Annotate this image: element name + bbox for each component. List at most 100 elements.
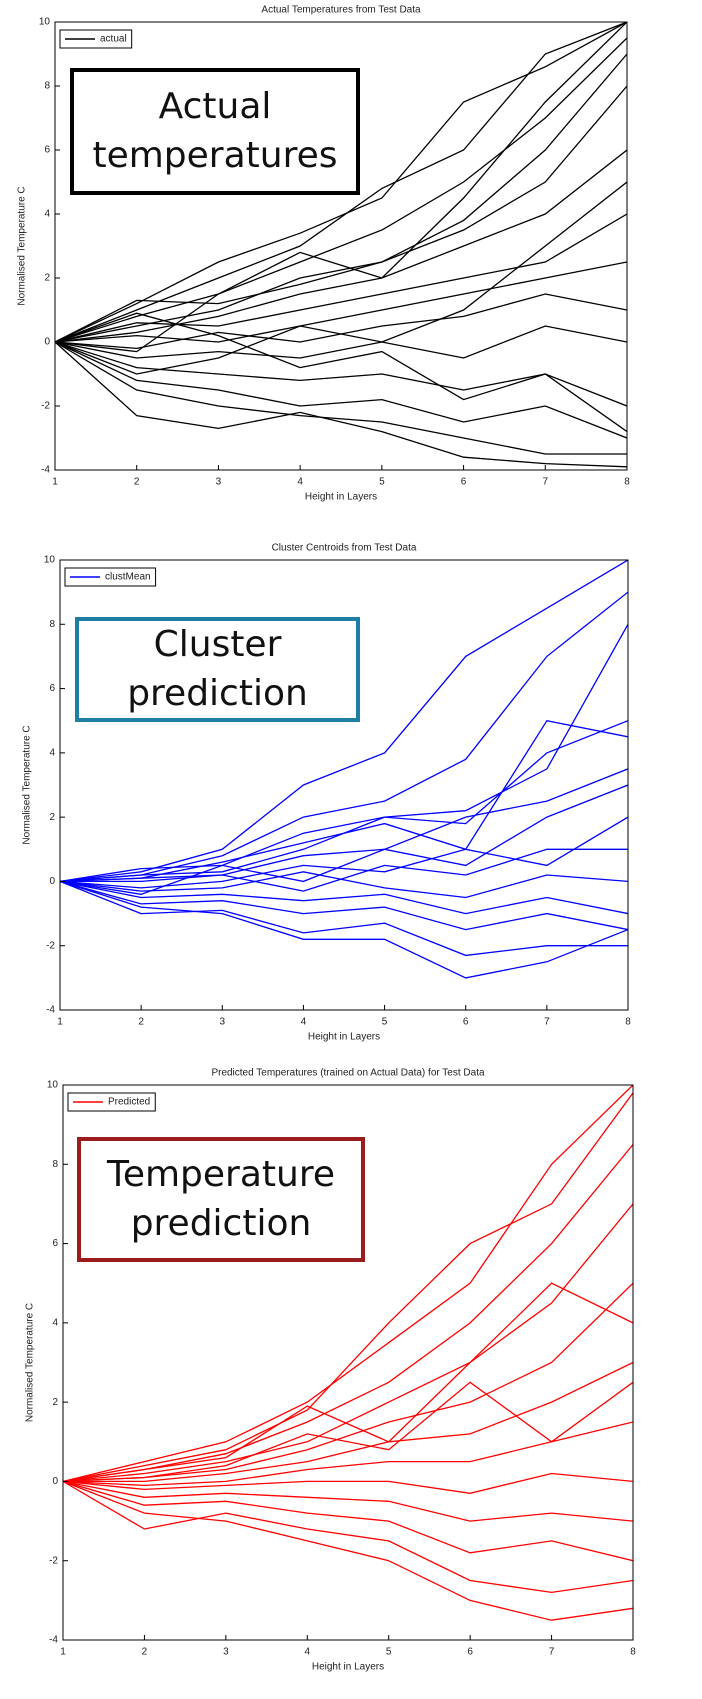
annotation: Temperature prediction	[77, 1137, 365, 1262]
y-tick-label: 6	[52, 1238, 58, 1249]
plot-frame	[59, 559, 629, 1011]
y-tick-label: -2	[41, 401, 50, 412]
x-tick-label: 4	[301, 1017, 307, 1028]
x-tick-label: 7	[544, 1017, 550, 1028]
data-line	[60, 880, 628, 979]
y-tick-label: 10	[44, 555, 56, 566]
y-tick-label: -2	[49, 1555, 58, 1566]
data-line	[60, 880, 628, 915]
legend-box	[59, 29, 133, 49]
y-tick-label: 10	[47, 1080, 59, 1091]
legend: clustMean	[64, 567, 157, 587]
y-tick-label: -4	[41, 465, 50, 476]
x-axis-label: Height in Layers	[312, 1662, 384, 1673]
y-tick-label: 6	[49, 683, 55, 694]
data-line	[63, 1092, 633, 1483]
data-line	[55, 181, 627, 375]
y-tick-label: -2	[46, 940, 55, 951]
data-line	[63, 1203, 633, 1483]
x-tick-label: 7	[543, 477, 549, 488]
x-tick-label: 4	[297, 477, 303, 488]
y-tick-label: 10	[39, 17, 51, 28]
y-tick-label: 4	[52, 1317, 58, 1328]
data-line	[55, 325, 627, 359]
x-tick-label: 8	[625, 1017, 631, 1028]
chart-title: Cluster Centroids from Test Data	[272, 543, 417, 554]
data-line	[63, 1361, 633, 1483]
y-axis-label: Normalised Temperature C	[25, 1303, 36, 1422]
x-tick-label: 5	[379, 477, 385, 488]
y-tick-label: 8	[49, 619, 55, 630]
plot-lines	[60, 560, 628, 979]
data-line	[55, 341, 627, 468]
x-tick-label: 2	[138, 1017, 144, 1028]
y-tick-label: 2	[49, 812, 55, 823]
data-line	[55, 312, 627, 433]
legend-label: actual	[100, 34, 127, 45]
data-line	[55, 341, 627, 407]
data-line	[60, 871, 628, 899]
data-line	[55, 22, 627, 353]
y-tick-label: 0	[52, 1476, 58, 1487]
data-line	[60, 816, 628, 889]
data-line	[63, 1480, 633, 1562]
data-line	[60, 591, 628, 883]
data-line	[60, 768, 628, 883]
data-line	[55, 213, 627, 343]
data-line	[63, 1480, 633, 1522]
y-tick-label: 4	[44, 209, 50, 220]
data-line	[60, 720, 628, 883]
chart-title: Predicted Temperatures (trained on Actua…	[211, 1068, 485, 1079]
data-line	[55, 341, 627, 439]
data-line	[63, 1085, 633, 1483]
legend-box	[64, 567, 157, 587]
y-tick-label: 8	[52, 1159, 58, 1170]
annotation: Actual temperatures	[70, 68, 360, 195]
x-tick-label: 1	[52, 477, 58, 488]
y-tick-label: 6	[44, 145, 50, 156]
legend-box	[67, 1092, 156, 1112]
plot-lines	[55, 22, 627, 468]
data-line	[60, 880, 628, 957]
annotation: Cluster prediction	[75, 617, 360, 722]
plot-lines	[63, 1085, 633, 1621]
x-tick-label: 4	[305, 1647, 311, 1658]
y-tick-label: 2	[52, 1397, 58, 1408]
y-tick-label: -4	[46, 1005, 55, 1016]
x-tick-label: 3	[220, 1017, 226, 1028]
x-tick-label: 6	[463, 1017, 469, 1028]
x-tick-label: 6	[461, 477, 467, 488]
y-axis-label: Normalised Temperature C	[17, 186, 28, 305]
legend: actual	[59, 29, 133, 49]
x-axis-label: Height in Layers	[308, 1032, 380, 1043]
x-tick-label: 1	[57, 1017, 63, 1028]
data-line	[55, 22, 627, 343]
y-tick-label: -4	[49, 1635, 58, 1646]
data-line	[60, 784, 628, 895]
y-tick-label: 8	[44, 81, 50, 92]
y-tick-label: 0	[44, 337, 50, 348]
data-line	[63, 1381, 633, 1483]
chart-title: Actual Temperatures from Test Data	[261, 5, 421, 16]
y-axis-label: Normalised Temperature C	[22, 725, 33, 844]
y-tick-label: 4	[49, 747, 55, 758]
x-tick-label: 2	[142, 1647, 148, 1658]
data-line	[55, 53, 627, 343]
x-axis-label: Height in Layers	[305, 492, 377, 503]
data-line	[60, 719, 628, 883]
legend-label: Predicted	[108, 1097, 150, 1108]
x-tick-label: 1	[60, 1647, 66, 1658]
data-line	[63, 1480, 633, 1621]
plot-frame	[54, 21, 628, 471]
y-tick-label: 2	[44, 273, 50, 284]
data-line	[55, 261, 627, 343]
x-tick-label: 3	[216, 477, 222, 488]
plot-frame	[62, 1084, 634, 1641]
legend: Predicted	[67, 1092, 156, 1112]
data-line	[60, 880, 628, 931]
x-tick-label: 6	[467, 1647, 473, 1658]
x-tick-label: 8	[624, 477, 630, 488]
data-line	[63, 1472, 633, 1494]
